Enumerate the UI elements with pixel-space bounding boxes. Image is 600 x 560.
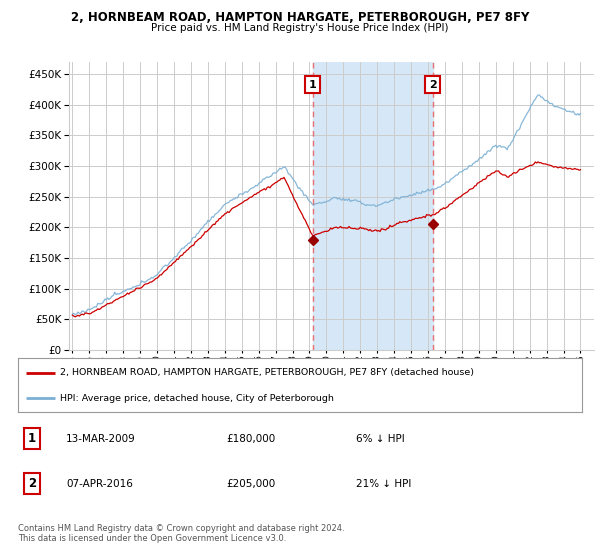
- Text: 1: 1: [28, 432, 36, 445]
- Text: 2: 2: [429, 80, 436, 90]
- Text: £180,000: £180,000: [227, 434, 276, 444]
- Text: 21% ↓ HPI: 21% ↓ HPI: [356, 479, 412, 489]
- Text: 1: 1: [309, 80, 317, 90]
- Text: 2, HORNBEAM ROAD, HAMPTON HARGATE, PETERBOROUGH, PE7 8FY: 2, HORNBEAM ROAD, HAMPTON HARGATE, PETER…: [71, 11, 529, 24]
- Text: 13-MAR-2009: 13-MAR-2009: [66, 434, 136, 444]
- Text: 2: 2: [28, 477, 36, 491]
- Text: Price paid vs. HM Land Registry's House Price Index (HPI): Price paid vs. HM Land Registry's House …: [151, 23, 449, 33]
- Text: £205,000: £205,000: [227, 479, 276, 489]
- Text: Contains HM Land Registry data © Crown copyright and database right 2024.
This d: Contains HM Land Registry data © Crown c…: [18, 524, 344, 543]
- Bar: [313, 62, 433, 350]
- Text: 6% ↓ HPI: 6% ↓ HPI: [356, 434, 405, 444]
- Text: 2, HORNBEAM ROAD, HAMPTON HARGATE, PETERBOROUGH, PE7 8FY (detached house): 2, HORNBEAM ROAD, HAMPTON HARGATE, PETER…: [60, 368, 475, 377]
- Text: 07-APR-2016: 07-APR-2016: [66, 479, 133, 489]
- Text: HPI: Average price, detached house, City of Peterborough: HPI: Average price, detached house, City…: [60, 394, 334, 403]
